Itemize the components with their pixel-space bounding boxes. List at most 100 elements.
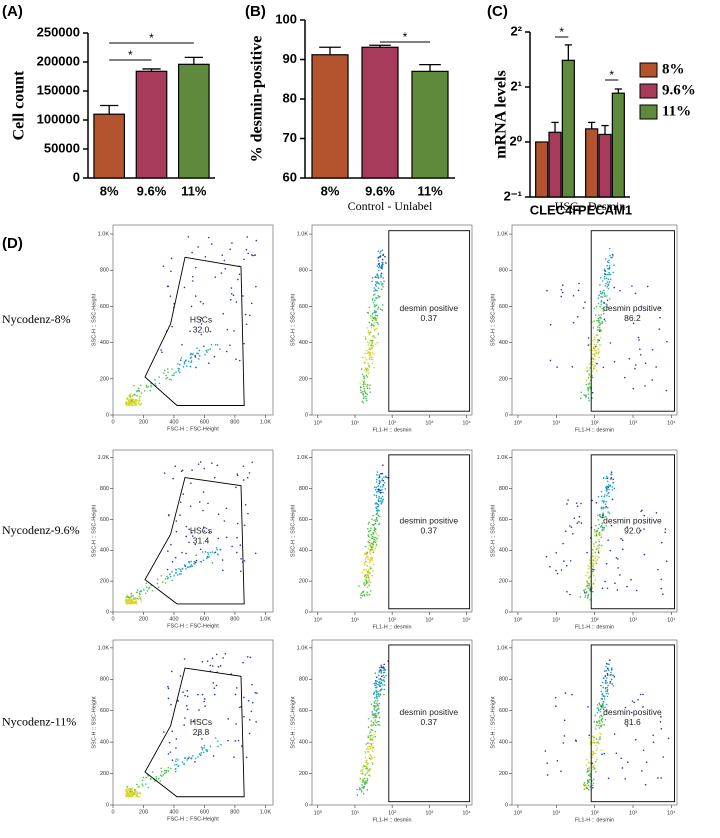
density-texture	[199, 548, 202, 551]
density-texture	[591, 349, 594, 352]
density-texture	[198, 501, 201, 503]
density-texture	[363, 361, 366, 363]
y-axis-label: SSC-H :: SSC-Height	[290, 293, 296, 346]
density-texture	[383, 676, 386, 678]
density-texture	[134, 601, 136, 604]
density-texture	[148, 586, 151, 589]
density-texture	[175, 758, 178, 760]
density-texture	[378, 720, 380, 723]
density-texture	[200, 317, 203, 319]
density-texture	[140, 600, 143, 602]
density-texture	[217, 740, 219, 742]
density-texture	[601, 704, 604, 706]
density-texture	[194, 354, 197, 357]
y-tick-label: 400	[499, 548, 508, 554]
density-texture	[166, 368, 169, 370]
density-texture	[243, 258, 245, 261]
density-texture	[371, 711, 374, 713]
density-texture	[179, 501, 182, 504]
density-texture	[189, 357, 192, 360]
density-texture	[199, 754, 202, 757]
density-texture	[125, 403, 127, 406]
density-texture	[372, 541, 375, 544]
density-texture	[206, 351, 208, 353]
density-texture	[364, 371, 367, 373]
density-texture	[367, 746, 369, 748]
density-texture	[206, 551, 209, 554]
density-texture	[381, 258, 384, 261]
density-texture	[138, 397, 140, 400]
density-texture	[373, 303, 376, 306]
density-texture	[369, 391, 372, 394]
density-texture	[610, 671, 612, 674]
density-texture	[179, 514, 181, 516]
density-texture	[375, 327, 378, 330]
density-texture	[369, 745, 372, 748]
gate-name: HSCs	[190, 314, 212, 324]
density-texture	[367, 717, 370, 720]
density-texture	[375, 676, 378, 678]
density-texture	[599, 735, 601, 738]
density-texture	[602, 307, 605, 309]
density-texture	[589, 598, 592, 601]
density-texture	[376, 273, 378, 276]
density-texture	[371, 346, 373, 349]
y-tick-label: 0	[106, 802, 109, 808]
density-texture	[371, 750, 374, 752]
density-texture	[186, 708, 189, 711]
density-texture	[375, 683, 378, 685]
density-texture	[589, 589, 591, 592]
density-texture	[560, 569, 563, 571]
y-tick-label: 200	[100, 579, 109, 585]
density-texture	[595, 562, 598, 565]
density-texture	[588, 586, 590, 589]
density-texture	[371, 280, 373, 283]
density-texture	[199, 319, 201, 321]
density-texture	[125, 397, 128, 400]
y-tick-label: 800	[499, 677, 508, 683]
density-texture	[614, 582, 616, 584]
density-texture	[242, 661, 244, 664]
density-texture	[148, 587, 150, 590]
density-texture	[594, 358, 596, 361]
density-texture	[375, 285, 377, 287]
plot-frame	[311, 639, 473, 806]
density-texture	[188, 561, 191, 564]
density-texture	[643, 514, 646, 517]
density-texture	[243, 342, 245, 345]
density-texture	[606, 488, 608, 490]
density-texture	[606, 264, 609, 267]
density-texture	[212, 682, 215, 684]
density-texture	[129, 402, 132, 405]
density-texture	[222, 657, 224, 659]
density-texture	[151, 589, 154, 592]
panel-label: (D)	[2, 235, 23, 252]
density-texture	[365, 748, 368, 751]
column-title: Control - Unlabel	[348, 199, 433, 213]
density-texture	[660, 777, 662, 779]
density-texture	[370, 581, 372, 584]
density-texture	[607, 684, 609, 687]
density-texture	[556, 572, 559, 575]
density-texture	[608, 247, 611, 250]
density-texture	[601, 291, 604, 293]
density-texture	[599, 513, 601, 516]
density-texture	[359, 777, 362, 780]
density-texture	[602, 695, 605, 698]
density-texture	[367, 581, 369, 583]
density-texture	[377, 477, 380, 479]
density-texture	[606, 506, 609, 509]
density-texture	[377, 500, 380, 503]
density-texture	[595, 524, 597, 527]
density-texture	[370, 557, 372, 559]
density-texture	[662, 756, 665, 758]
density-texture	[613, 675, 616, 678]
density-texture	[594, 744, 597, 747]
density-texture	[602, 310, 605, 312]
density-texture	[195, 559, 198, 562]
density-texture	[160, 770, 163, 773]
density-texture	[377, 514, 380, 517]
density-texture	[360, 391, 363, 394]
density-texture	[359, 383, 361, 385]
y-tick-label: 800	[100, 268, 109, 274]
